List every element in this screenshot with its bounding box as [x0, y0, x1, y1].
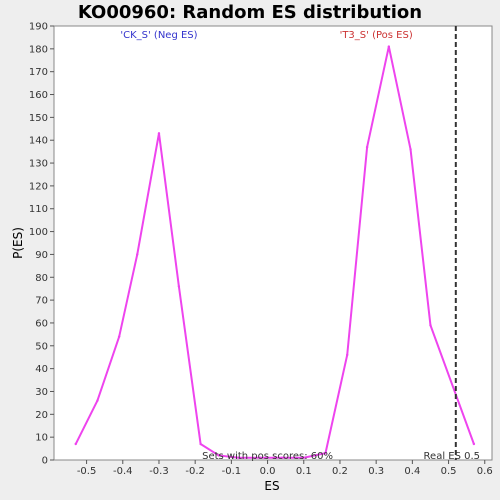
data-point [324, 451, 327, 455]
y-tick-label: 10 [35, 433, 48, 444]
y-tick-label: 180 [29, 44, 48, 55]
data-point [237, 456, 240, 459]
y-tick-label: 160 [29, 90, 48, 101]
x-tick-label: -0.1 [222, 466, 242, 477]
y-tick-label: 100 [29, 227, 48, 238]
x-axis-label: ES [264, 479, 279, 493]
y-tick-label: 130 [29, 159, 48, 170]
y-tick-label: 0 [42, 456, 48, 467]
y-tick-label: 80 [35, 273, 48, 284]
y-tick-label: 170 [29, 67, 48, 78]
data-point [157, 132, 161, 135]
series-layer [74, 45, 476, 459]
data-point [259, 456, 262, 459]
y-tick-label: 140 [29, 136, 48, 147]
data-point [74, 442, 77, 446]
x-tick-label: -0.2 [185, 466, 205, 477]
x-tick-label: -0.3 [149, 466, 169, 477]
data-point [199, 442, 202, 446]
data-point [96, 399, 99, 402]
y-tick-label: 20 [35, 410, 48, 421]
x-tick-label: -0.5 [77, 466, 97, 477]
pos-scores-annotation: Sets with pos scores: 60% [202, 451, 333, 462]
neg-es-annotation: 'CK_S' (Neg ES) [120, 30, 197, 41]
x-tick-label: 0.0 [260, 466, 276, 477]
data-point [217, 454, 220, 457]
data-point [429, 324, 432, 327]
y-tick-label: 150 [29, 113, 48, 124]
data-point [346, 353, 349, 357]
data-point [302, 456, 305, 459]
pos-es-annotation: 'T3_S' (Pos ES) [340, 30, 413, 41]
x-tick-label: 0.3 [368, 466, 384, 477]
y-tick-label: 50 [35, 341, 48, 352]
data-point [136, 253, 139, 256]
y-tick-label: 70 [35, 296, 48, 307]
plot-area [53, 25, 493, 461]
chart-title: KO00960: Random ES distribution [78, 2, 422, 23]
x-tick-label: 0.1 [296, 466, 312, 477]
y-tick-label: 90 [35, 250, 48, 261]
x-tick-label: 0.2 [332, 466, 348, 477]
data-point [365, 145, 369, 149]
y-axis-label: P(ES) [11, 227, 25, 259]
x-axis: -0.5 -0.4 -0.3 -0.2 -0.1 0.0 0.1 0.2 0.3 0.4 0.5 0.… [77, 460, 493, 477]
y-tick-label: 190 [29, 22, 48, 33]
data-point [472, 442, 476, 446]
x-tick-label: 0.4 [404, 466, 420, 477]
y-tick-label: 30 [35, 387, 48, 398]
y-tick-label: 120 [29, 181, 48, 192]
y-axis: 0 10 20 30 40 50 60 70 80 90 100 110 120 130 140 150 160… [29, 22, 54, 467]
real-es-label: Real ES 0.5 [424, 451, 480, 462]
data-point [387, 45, 391, 48]
x-tick-label: 0.5 [441, 466, 457, 477]
data-point [117, 335, 121, 338]
y-tick-label: 110 [29, 204, 48, 215]
y-tick-label: 60 [35, 318, 48, 329]
data-point [177, 285, 181, 288]
y-tick-label: 40 [35, 364, 48, 375]
x-tick-label: 0.6 [477, 466, 493, 477]
x-tick-label: -0.4 [113, 466, 133, 477]
data-point [280, 456, 284, 459]
data-point [409, 148, 412, 151]
